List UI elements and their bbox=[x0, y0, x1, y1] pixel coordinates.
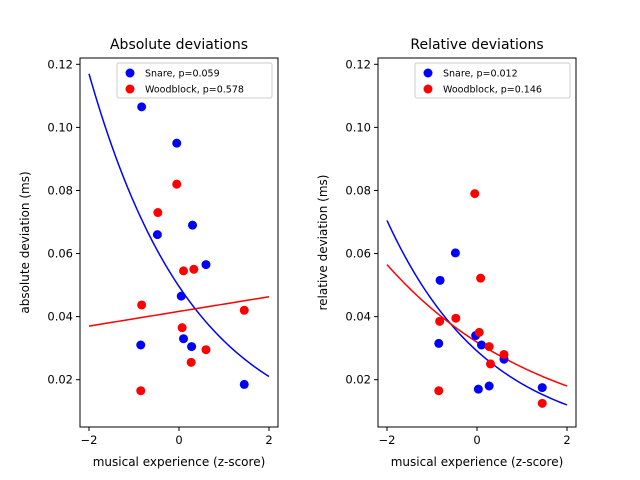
data-point-s1-9 bbox=[537, 383, 547, 393]
data-point-s2-3 bbox=[451, 313, 461, 323]
data-point-s2-6 bbox=[484, 342, 494, 352]
y-axis-label: absolute deviation (ms) bbox=[18, 171, 32, 313]
chart-panel-2: −2 0 2 0.02 0.04 0.06 0.08 0.10 0.12 Relative dev… bbox=[316, 37, 577, 469]
data-point-s1-10 bbox=[239, 379, 249, 389]
fit-line-2 bbox=[88, 296, 270, 327]
data-point-s1-5 bbox=[201, 260, 211, 270]
y-tick-label: 0.06 bbox=[47, 247, 73, 261]
data-point-s2-3 bbox=[179, 266, 188, 276]
legend-marker-2 bbox=[423, 84, 433, 94]
data-point-s1-6 bbox=[176, 291, 186, 301]
chart-panel-1: −2 0 2 0.02 0.04 0.06 0.08 0.10 0.12 Absolute dev… bbox=[18, 37, 279, 469]
data-point-s2-2 bbox=[153, 208, 163, 218]
x-tick-label: 0 bbox=[473, 433, 480, 447]
data-point-s2-5 bbox=[474, 327, 484, 337]
y-tick-label: 0.04 bbox=[345, 310, 371, 324]
data-point-s2-7 bbox=[177, 323, 187, 333]
legend-entry-2: Woodblock, p=0.578 bbox=[145, 85, 244, 96]
y-tick-label: 0.02 bbox=[345, 373, 371, 387]
data-point-s2-2 bbox=[476, 273, 486, 283]
data-point-s1-4 bbox=[434, 338, 444, 348]
legend-box bbox=[414, 62, 571, 99]
axes-frame bbox=[377, 57, 577, 428]
y-tick-label: 0.12 bbox=[47, 57, 73, 71]
data-point-s1-7 bbox=[179, 334, 188, 344]
y-tick-label: 0.08 bbox=[47, 183, 73, 197]
x-axis-label: musical experience (z-score) bbox=[93, 455, 266, 469]
legend-box bbox=[116, 62, 273, 99]
data-point-s2-8 bbox=[486, 359, 495, 369]
x-tick-label: −2 bbox=[379, 433, 396, 447]
legend-marker-1 bbox=[125, 68, 135, 78]
x-tick-label: 0 bbox=[175, 433, 182, 447]
x-axis-label: musical experience (z-score) bbox=[391, 455, 564, 469]
data-point-s2-10 bbox=[136, 386, 146, 396]
axes-frame bbox=[79, 57, 279, 428]
chart-title: Relative deviations bbox=[410, 37, 543, 53]
legend-entry-1: Snare, p=0.012 bbox=[443, 69, 518, 80]
x-tick-label: 2 bbox=[265, 433, 272, 447]
data-point-s2-10 bbox=[537, 398, 547, 408]
y-axis-label: relative deviation (ms) bbox=[316, 175, 330, 311]
y-tick-label: 0.06 bbox=[345, 247, 371, 261]
legend: Snare, p=0.059 Woodblock, p=0.578 bbox=[116, 62, 273, 99]
legend-marker-2 bbox=[125, 84, 135, 94]
data-point-s1-7 bbox=[484, 381, 494, 391]
legend-marker-1 bbox=[423, 68, 433, 78]
y-tick-label: 0.10 bbox=[345, 120, 371, 134]
y-tick-label: 0.04 bbox=[47, 310, 73, 324]
data-point-s2-4 bbox=[435, 316, 445, 326]
legend-entry-1: Snare, p=0.059 bbox=[145, 69, 220, 80]
x-tick-label: 2 bbox=[563, 433, 570, 447]
data-point-s1-9 bbox=[187, 342, 197, 352]
data-point-s2-9 bbox=[186, 357, 196, 367]
fit-line-1 bbox=[386, 220, 568, 406]
data-point-s1-4 bbox=[152, 230, 162, 240]
x-tick-label: −2 bbox=[81, 433, 98, 447]
y-tick-label: 0.10 bbox=[47, 120, 73, 134]
data-point-s1-1 bbox=[450, 248, 460, 258]
data-point-s1-1 bbox=[137, 102, 147, 112]
y-tick-label: 0.12 bbox=[345, 57, 371, 71]
legend-entry-2: Woodblock, p=0.146 bbox=[443, 85, 542, 96]
data-point-s2-5 bbox=[137, 300, 147, 310]
data-point-s2-9 bbox=[434, 386, 444, 396]
fit-line-1 bbox=[88, 73, 270, 378]
data-point-s1-8 bbox=[473, 384, 483, 394]
data-point-s2-1 bbox=[172, 179, 182, 189]
data-point-s2-7 bbox=[499, 349, 509, 359]
data-point-s2-1 bbox=[470, 189, 480, 199]
data-point-s1-2 bbox=[435, 275, 445, 285]
data-point-s1-5 bbox=[477, 340, 486, 350]
data-point-s2-4 bbox=[189, 264, 199, 274]
y-tick-label: 0.02 bbox=[47, 373, 73, 387]
y-tick-label: 0.08 bbox=[345, 183, 371, 197]
legend: Snare, p=0.012 Woodblock, p=0.146 bbox=[414, 62, 571, 99]
data-point-s1-2 bbox=[172, 138, 182, 148]
data-point-s2-6 bbox=[239, 305, 249, 315]
data-point-s1-8 bbox=[136, 340, 146, 350]
chart-title: Absolute deviations bbox=[110, 37, 248, 53]
data-point-s1-3 bbox=[188, 220, 197, 230]
data-point-s2-8 bbox=[201, 345, 211, 355]
fit-line-2 bbox=[386, 264, 568, 387]
